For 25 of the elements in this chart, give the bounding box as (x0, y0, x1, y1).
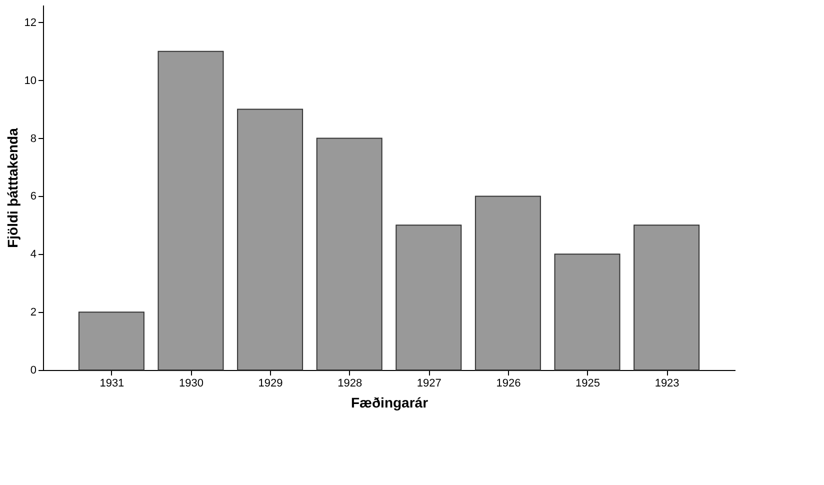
x-tick-label: 1927 (416, 378, 442, 390)
y-tick-label: 2 (30, 306, 36, 319)
y-tick-label: 10 (24, 74, 36, 87)
y-axis-title: Fjöldi þátttakenda (4, 128, 20, 248)
bar (316, 138, 382, 370)
y-tick-label: 4 (30, 248, 36, 261)
x-tick-label: 1930 (179, 378, 204, 390)
x-tick-label: 1931 (100, 378, 124, 390)
y-tick-label: 0 (30, 364, 36, 376)
x-tick-label: 1929 (258, 378, 283, 390)
bar (78, 312, 144, 370)
x-axis-title: Fæðingarár (350, 394, 429, 410)
bar (554, 254, 620, 370)
x-tick-label: 1926 (496, 378, 521, 390)
bar (396, 224, 462, 370)
bar (474, 196, 541, 370)
x-tick-label: 1925 (576, 378, 600, 390)
bar (237, 108, 304, 370)
y-tick-label: 12 (24, 16, 36, 29)
bar (158, 50, 224, 370)
x-tick-label: 1923 (654, 378, 680, 390)
y-tick-label: 8 (30, 132, 36, 145)
bar (634, 224, 700, 370)
x-tick-label: 1928 (338, 378, 362, 390)
y-tick-label: 6 (30, 190, 36, 203)
